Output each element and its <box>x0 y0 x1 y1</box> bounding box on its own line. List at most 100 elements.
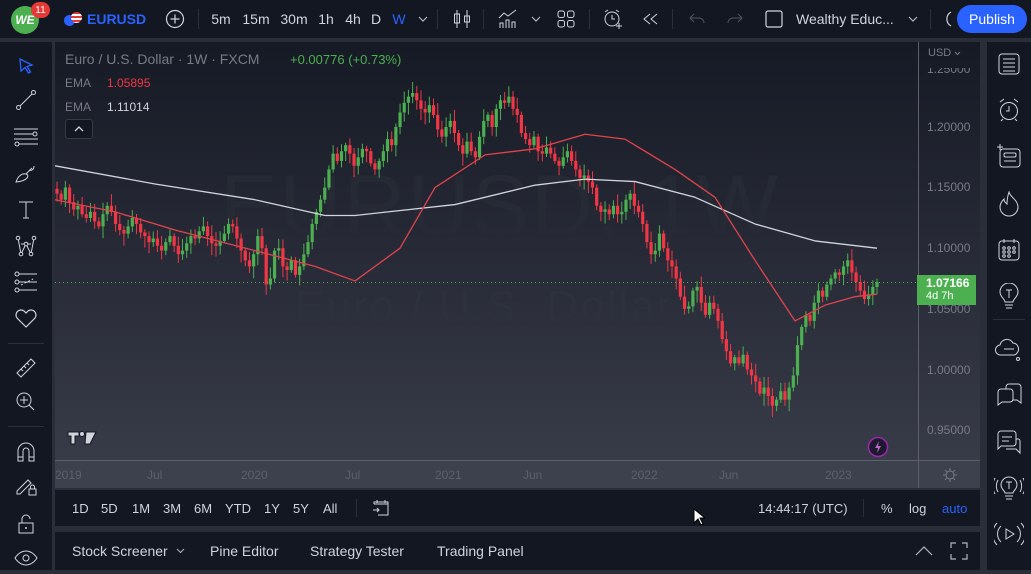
ideas-button[interactable] <box>993 280 1025 312</box>
go-to-date-button[interactable] <box>372 490 390 526</box>
calendar-button[interactable] <box>993 234 1025 266</box>
create-alert-button[interactable] <box>600 0 626 38</box>
lock-all-tool[interactable] <box>10 508 42 540</box>
prediction-tool[interactable] <box>10 266 42 298</box>
symbol-search-button[interactable]: EURUSD <box>64 0 146 38</box>
chart-settings-button[interactable] <box>918 461 980 488</box>
tab-trading-panel[interactable]: Trading Panel <box>437 543 524 559</box>
currency-selector[interactable]: USD <box>928 47 961 59</box>
tradingview-logo[interactable] <box>67 430 99 446</box>
chats-button[interactable] <box>993 380 1025 412</box>
indicators-button[interactable] <box>496 0 520 38</box>
price-label: 1.20000 <box>927 120 971 134</box>
price-label: 1.00000 <box>927 363 971 377</box>
streams-button[interactable] <box>993 518 1025 550</box>
zoom-tool[interactable] <box>10 386 42 418</box>
interval-4h[interactable]: 4h <box>345 11 361 27</box>
ema-label: EMA <box>65 100 92 114</box>
time-label: 2022 <box>631 468 658 482</box>
magnet-tool[interactable] <box>10 436 42 468</box>
tab-stock-screener[interactable]: Stock Screener <box>72 532 185 570</box>
brush-tool[interactable] <box>10 158 42 190</box>
alerts-button[interactable] <box>993 94 1025 126</box>
range-1d[interactable]: 1D <box>72 500 89 516</box>
interval-30m[interactable]: 30m <box>280 11 308 27</box>
legend-ema-fast[interactable]: EMA 1.05895 <box>65 76 150 90</box>
tab-strategy-tester[interactable]: Strategy Tester <box>310 543 404 559</box>
data-window-button[interactable] <box>993 140 1025 172</box>
log-scale-toggle[interactable]: log <box>909 500 927 516</box>
publish-button[interactable]: Publish <box>957 5 1027 33</box>
range-ytd[interactable]: YTD <box>225 500 251 516</box>
chevron-down-icon <box>418 16 428 22</box>
pattern-tool[interactable] <box>10 230 42 262</box>
interval-5m[interactable]: 5m <box>211 11 231 27</box>
replay-button[interactable] <box>640 0 662 38</box>
notifications-button[interactable] <box>993 472 1025 504</box>
legend-collapse-button[interactable] <box>65 119 93 139</box>
ema-label: EMA <box>65 76 92 90</box>
layout-name[interactable]: Wealthy Educ... <box>796 11 894 27</box>
time-label: Jul <box>345 468 361 482</box>
minds-button[interactable] <box>993 334 1025 366</box>
tab-pine-editor[interactable]: Pine Editor <box>210 543 279 559</box>
trend-line-tool[interactable] <box>10 84 42 116</box>
right-sidebar <box>987 42 1031 570</box>
legend-symbol-title[interactable]: Euro / U.S. Dollar · 1W · FXCM <box>65 51 260 67</box>
interval-w[interactable]: W <box>392 11 406 27</box>
messages-button[interactable] <box>993 426 1025 458</box>
multi-chart-toggle[interactable] <box>762 0 786 38</box>
favorites-tool[interactable] <box>10 302 42 334</box>
utc-clock[interactable]: 14:44:17 (UTC) <box>758 500 848 516</box>
chart-pane[interactable]: EURUSD, 1W Euro / U.S. Dollar Euro / U.S… <box>55 42 980 488</box>
interval-1h[interactable]: 1h <box>318 11 334 27</box>
compare-symbol-button[interactable] <box>163 0 187 38</box>
maximize-panel-button[interactable] <box>950 532 968 570</box>
undo-button[interactable] <box>686 0 708 38</box>
price-label: 1.15000 <box>927 180 971 194</box>
chart-type-button[interactable] <box>450 0 474 38</box>
range-1m[interactable]: 1M <box>132 500 151 516</box>
price-label: 1.25000 <box>927 62 971 76</box>
range-5y[interactable]: 5Y <box>293 500 309 516</box>
calendar-icon <box>998 239 1020 261</box>
legend-ema-slow[interactable]: EMA 1.11014 <box>65 100 150 114</box>
range-1y[interactable]: 1Y <box>264 500 280 516</box>
text-tool[interactable] <box>10 194 42 226</box>
layout-dropdown[interactable] <box>905 0 921 38</box>
range-3m[interactable]: 3M <box>163 500 182 516</box>
heart-icon <box>15 309 37 328</box>
time-axis[interactable]: 2019 Jul 2020 Jul 2021 Jun 2022 Jun 2023 <box>55 460 980 488</box>
auto-scale-toggle[interactable]: auto <box>942 500 968 516</box>
calendar-goto-icon <box>373 500 389 516</box>
lock-drawings-tool[interactable] <box>10 470 42 502</box>
measure-tool[interactable] <box>10 352 42 384</box>
bulb-broadcast-icon <box>994 476 1024 500</box>
hide-drawings-tool[interactable] <box>10 542 42 574</box>
quick-search-button[interactable] <box>938 0 956 38</box>
price-axis[interactable]: USD 1.25000 1.20000 1.15000 1.10000 1.05… <box>918 42 980 460</box>
layout-button[interactable] <box>555 0 577 38</box>
range-all[interactable]: All <box>323 500 338 516</box>
cursor-icon <box>19 57 34 74</box>
percent-scale-toggle[interactable]: % <box>881 500 893 516</box>
range-6m[interactable]: 6M <box>194 500 213 516</box>
date-range-bar: 1D 5D 1M 3M 6M YTD 1Y 5Y All 14:44:17 (U… <box>55 490 980 526</box>
interval-dropdown[interactable] <box>415 0 431 38</box>
text-icon <box>19 201 33 219</box>
events-button[interactable] <box>867 436 889 458</box>
indicators-dropdown[interactable] <box>528 0 544 38</box>
tv-logo-icon <box>67 431 97 445</box>
range-5d[interactable]: 5D <box>101 500 118 516</box>
cloud-chat-icon <box>995 338 1020 361</box>
hotlists-button[interactable] <box>993 188 1025 220</box>
watchlist-button[interactable] <box>993 48 1025 80</box>
candlestick-chart[interactable] <box>55 42 918 460</box>
cursor-tool[interactable] <box>10 50 42 82</box>
redo-button[interactable] <box>724 0 746 38</box>
interval-d[interactable]: D <box>370 11 382 27</box>
currency-label: USD <box>928 47 952 59</box>
fib-tool[interactable] <box>10 121 42 153</box>
expand-panel-button[interactable] <box>915 532 933 570</box>
interval-15m[interactable]: 15m <box>242 11 270 27</box>
